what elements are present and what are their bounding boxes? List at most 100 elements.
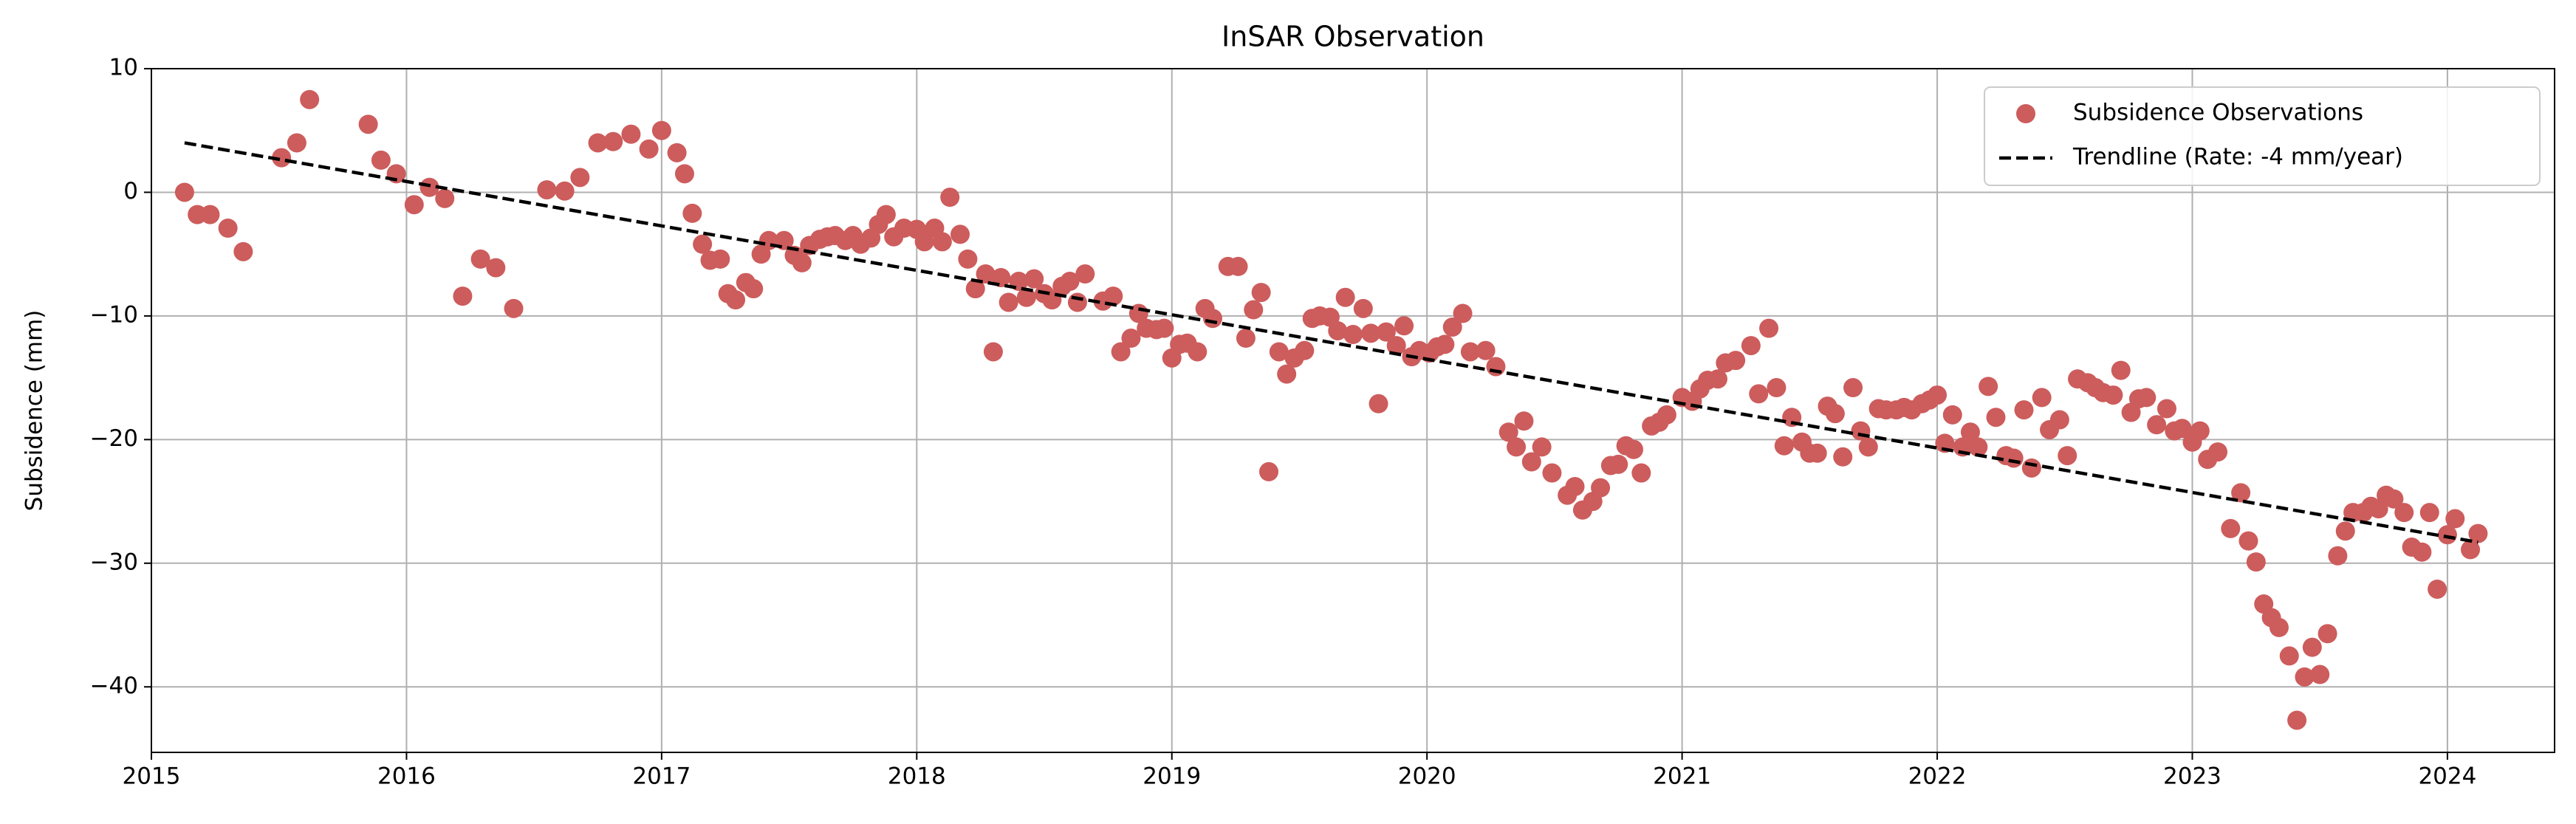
data-point xyxy=(1631,463,1651,483)
data-point xyxy=(1968,437,1988,457)
data-point xyxy=(200,205,220,224)
data-point xyxy=(2310,665,2330,684)
data-point xyxy=(218,219,238,238)
y-tick-label: 10 xyxy=(109,55,138,81)
data-point xyxy=(1460,342,1480,362)
data-point xyxy=(555,181,575,201)
data-point xyxy=(1435,334,1455,354)
data-point xyxy=(1024,269,1044,289)
data-point xyxy=(710,249,730,269)
y-axis-label: Subsidence (mm) xyxy=(21,310,48,512)
data-point xyxy=(1343,325,1363,345)
data-point xyxy=(371,150,391,170)
plot-frame xyxy=(151,68,2555,753)
data-point xyxy=(470,249,490,269)
data-point xyxy=(1328,320,1348,340)
data-point xyxy=(2302,637,2322,657)
data-point xyxy=(2318,624,2337,644)
data-point xyxy=(651,120,671,140)
data-point xyxy=(2004,448,2024,468)
data-point xyxy=(1521,452,1541,472)
legend-label: Subsidence Observations xyxy=(2073,100,2363,126)
data-point xyxy=(2111,360,2131,380)
data-point xyxy=(1353,298,1373,318)
data-point xyxy=(1707,369,1727,389)
y-tick-label: −30 xyxy=(90,549,138,575)
y-tick-label: −10 xyxy=(90,301,138,328)
data-point xyxy=(1960,422,1980,442)
data-point xyxy=(435,188,455,208)
trend-line xyxy=(184,141,2479,544)
data-point xyxy=(1203,309,1223,329)
data-point xyxy=(1259,461,1279,481)
data-point xyxy=(2246,552,2266,572)
data-point xyxy=(1942,405,1962,425)
data-point xyxy=(1394,316,1414,336)
data-point xyxy=(1979,377,1998,396)
x-tick-label: 2024 xyxy=(2418,763,2476,790)
data-point xyxy=(1228,256,1248,276)
data-point xyxy=(1269,342,1289,362)
data-point xyxy=(983,342,1003,362)
x-tick-label: 2017 xyxy=(632,763,691,790)
data-point xyxy=(2058,446,2077,466)
data-point xyxy=(1361,323,1381,343)
data-point xyxy=(1726,351,1746,371)
data-point xyxy=(950,224,970,244)
data-point xyxy=(639,139,659,159)
x-tick-label: 2016 xyxy=(377,763,436,790)
data-point xyxy=(1295,340,1315,360)
data-point xyxy=(2190,421,2210,441)
data-point xyxy=(2468,523,2488,543)
data-point xyxy=(1277,364,1297,384)
data-point xyxy=(1251,283,1271,303)
data-point xyxy=(2231,483,2251,503)
data-point xyxy=(453,286,473,306)
chart-title: InSAR Observation xyxy=(1222,21,1484,53)
legend-marker xyxy=(2016,104,2035,123)
data-point xyxy=(1741,336,1761,356)
data-point xyxy=(2137,388,2157,408)
data-point xyxy=(1591,478,1611,498)
data-point xyxy=(1154,318,1174,338)
data-point xyxy=(1609,454,1628,474)
data-point xyxy=(1236,329,1256,349)
data-point xyxy=(726,290,746,310)
data-point xyxy=(174,182,194,202)
data-point xyxy=(1833,447,1853,467)
data-point xyxy=(932,232,952,252)
data-point xyxy=(876,205,896,224)
data-point xyxy=(1774,436,1794,456)
x-tick-label: 2019 xyxy=(1143,763,1201,790)
data-point xyxy=(2208,442,2228,462)
data-point xyxy=(287,133,306,153)
data-point xyxy=(998,292,1018,312)
data-point xyxy=(2445,509,2465,529)
data-point xyxy=(2103,385,2123,405)
x-tick-label: 2022 xyxy=(1908,763,1967,790)
data-point xyxy=(991,267,1011,287)
data-point xyxy=(1111,342,1131,362)
data-point xyxy=(1928,385,1948,405)
data-point xyxy=(2412,542,2432,562)
data-point xyxy=(1498,422,1518,442)
data-point xyxy=(1335,287,1355,307)
data-point xyxy=(1486,357,1506,377)
data-point xyxy=(2279,646,2299,666)
x-tick-label: 2020 xyxy=(1398,763,1456,790)
data-point xyxy=(2049,410,2069,430)
data-point xyxy=(1244,300,1264,320)
data-point xyxy=(570,168,590,188)
x-tick-label: 2021 xyxy=(1653,763,1711,790)
data-point xyxy=(603,131,623,151)
data-point xyxy=(1749,384,1769,404)
data-point xyxy=(1532,437,1552,457)
data-point xyxy=(2437,525,2457,545)
data-point xyxy=(914,232,934,252)
data-point xyxy=(2287,710,2307,730)
data-point xyxy=(486,258,506,278)
data-point xyxy=(1767,378,1787,398)
data-point xyxy=(2461,540,2481,560)
data-point xyxy=(1623,439,1643,459)
x-tick-label: 2015 xyxy=(123,763,181,790)
